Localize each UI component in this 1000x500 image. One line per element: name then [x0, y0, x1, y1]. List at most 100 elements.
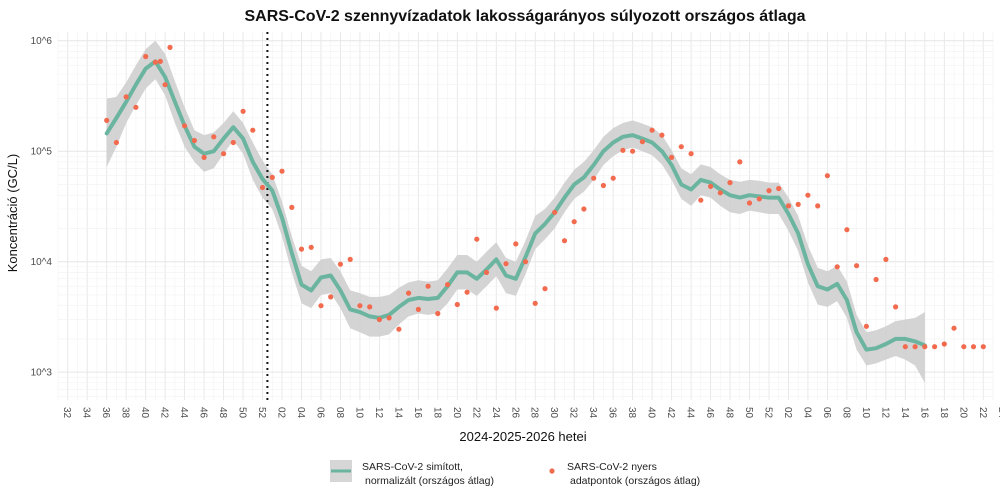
data-point [659, 132, 665, 138]
data-point [863, 323, 870, 329]
x-tick-label: 32 [568, 407, 579, 419]
data-point [143, 53, 149, 60]
data-point [347, 256, 353, 262]
data-point [824, 173, 831, 179]
data-point [970, 344, 977, 350]
data-point [932, 344, 938, 350]
x-axis-ticks: 32 34 36 38 40 42 44 46 48 50 52 02 04 06 08 10 12 14 16 18… [61, 407, 1000, 419]
data-point [298, 246, 305, 252]
smoothed-series [104, 59, 927, 352]
y-tick-label: 10^6 [31, 36, 53, 47]
data-point [756, 196, 762, 202]
data-point [279, 168, 285, 174]
y-axis-title: Koncentráció (GC/L) [5, 154, 20, 273]
x-tick-label: 52 [763, 407, 774, 419]
legend: SARS-CoV-2 simított, normalizált (ország… [330, 460, 700, 487]
data-point [688, 151, 694, 157]
data-point [425, 283, 431, 289]
data-point [337, 261, 343, 267]
data-point [211, 134, 217, 140]
data-point [513, 241, 519, 247]
x-tick-label: 20 [451, 407, 462, 419]
data-point [708, 183, 714, 189]
x-tick-label: 48 [724, 407, 735, 419]
data-point [581, 206, 587, 212]
data-point [737, 159, 743, 165]
data-point [600, 182, 607, 189]
x-tick-label: 02 [276, 407, 287, 419]
legend-point-swatch [549, 468, 555, 474]
data-point [308, 244, 314, 250]
data-point [785, 203, 792, 209]
x-tick-label: 36 [607, 407, 618, 419]
x-tick-label: 52 [256, 407, 267, 419]
data-point [717, 190, 723, 196]
data-point [591, 175, 597, 181]
data-point [561, 238, 568, 244]
data-point [522, 259, 529, 265]
data-point [766, 188, 772, 194]
data-point [152, 59, 158, 65]
data-point [815, 203, 821, 209]
y-axis-ticks: 10^3 10^4 10^5 10^6 [31, 36, 53, 378]
x-tick-label: 48 [217, 407, 228, 419]
data-point [157, 58, 163, 64]
data-point [844, 227, 850, 233]
data-point [221, 151, 227, 157]
data-point [503, 261, 509, 267]
x-tick-label: 42 [665, 407, 676, 419]
x-tick-label: 40 [139, 407, 150, 419]
data-point [571, 219, 577, 225]
x-tick-label: 34 [587, 407, 598, 419]
data-point [854, 263, 860, 269]
data-point [162, 82, 168, 88]
data-point [552, 209, 558, 215]
data-point [250, 127, 256, 133]
legend-label-smoothed-2: normalizált (országos átlag) [365, 475, 494, 487]
x-tick-label: 50 [237, 407, 248, 419]
data-point [746, 200, 753, 206]
data-point [464, 289, 470, 295]
data-point [883, 256, 889, 262]
legend-label-raw-1: SARS-CoV-2 nyers [567, 461, 657, 473]
x-tick-label: 42 [159, 407, 170, 419]
x-tick-label: 36 [100, 407, 111, 419]
data-point [893, 304, 899, 310]
data-point [630, 148, 636, 154]
data-point [133, 104, 139, 110]
data-point [113, 139, 119, 146]
confidence-band-area [106, 40, 925, 383]
data-point [873, 276, 879, 283]
data-point [123, 94, 129, 100]
data-point [805, 192, 811, 198]
data-point [669, 154, 675, 160]
data-point [795, 201, 801, 207]
x-tick-label: 12 [373, 407, 384, 419]
x-tick-label: 16 [918, 407, 929, 419]
x-tick-label: 40 [646, 407, 657, 419]
x-tick-label: 34 [81, 407, 92, 419]
x-tick-label: 10 [353, 407, 364, 419]
data-point [941, 341, 947, 347]
x-tick-label: 18 [431, 407, 442, 419]
x-tick-label: 24 [996, 407, 1000, 419]
x-tick-label: 14 [392, 407, 403, 419]
data-point [259, 184, 266, 191]
x-tick-label: 14 [899, 407, 910, 419]
x-tick-label: 50 [743, 407, 754, 419]
x-tick-label: 22 [977, 407, 988, 419]
data-point [415, 306, 421, 312]
x-tick-label: 10 [860, 407, 871, 419]
x-tick-label: 30 [548, 407, 559, 419]
raw-points [104, 44, 986, 350]
data-point [980, 344, 986, 350]
x-tick-label: 08 [840, 407, 851, 419]
y-tick-label: 10^4 [31, 257, 53, 268]
data-point [649, 127, 655, 133]
data-point [182, 123, 188, 129]
x-tick-label: 28 [529, 407, 540, 419]
x-tick-label: 16 [412, 407, 423, 419]
data-point [357, 303, 363, 309]
data-point [698, 197, 704, 203]
